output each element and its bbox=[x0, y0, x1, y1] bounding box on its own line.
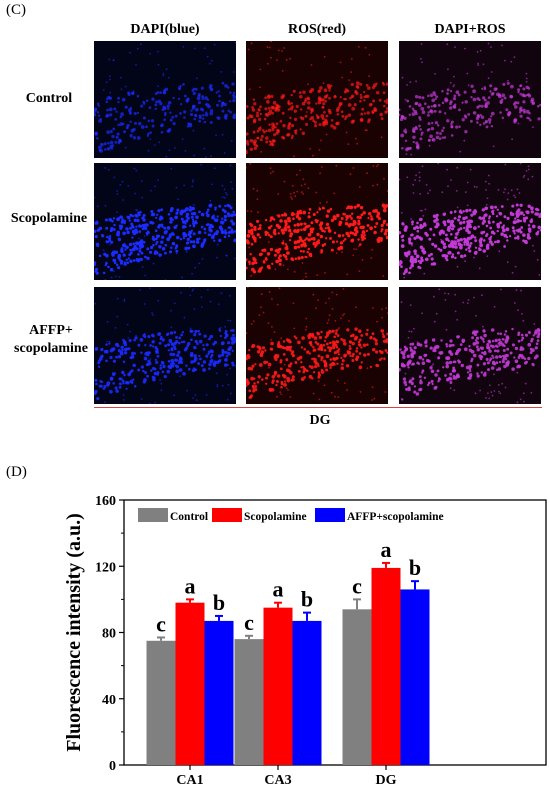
bar-scopolamine-ca1 bbox=[175, 602, 205, 765]
micrograph-3-1 bbox=[94, 287, 236, 404]
x-tick-label: DG bbox=[376, 773, 397, 788]
column-header-ros: ROS(red) bbox=[287, 22, 347, 37]
significance-letter: b bbox=[301, 587, 313, 612]
x-tick-label: CA3 bbox=[264, 773, 291, 788]
legend-label: Scopolamine bbox=[244, 511, 307, 523]
micrograph-3-2 bbox=[246, 287, 388, 404]
micrograph-3-3 bbox=[399, 287, 541, 404]
bar-control-dg bbox=[342, 609, 372, 765]
bar-affp-scopolamine-dg bbox=[400, 589, 430, 765]
legend-swatch bbox=[138, 508, 168, 522]
y-tick-label: 80 bbox=[102, 627, 116, 642]
legend-swatch bbox=[212, 508, 242, 522]
panel-d-label: (D) bbox=[6, 464, 27, 480]
micrograph-1-1 bbox=[94, 41, 236, 158]
legend-label: Control bbox=[170, 511, 208, 523]
significance-letter: b bbox=[409, 555, 421, 580]
micrograph-2-1 bbox=[94, 163, 236, 280]
micrograph-2-2 bbox=[246, 163, 388, 280]
row-label-affp-scopolamine: AFFP+ scopolamine bbox=[14, 323, 88, 356]
significance-letter: b bbox=[213, 590, 225, 615]
significance-letter: a bbox=[381, 537, 392, 562]
significance-letter: a bbox=[273, 577, 284, 602]
y-axis-label: Fluorescence intensity (a.u.) bbox=[63, 513, 85, 752]
micrograph-2-3 bbox=[399, 163, 541, 280]
x-tick-label: CA1 bbox=[176, 773, 203, 788]
region-label: DG bbox=[309, 413, 331, 428]
legend-label: AFFP+scopolamine bbox=[347, 511, 444, 523]
bar-affp-scopolamine-ca1 bbox=[204, 620, 234, 765]
significance-letter: c bbox=[244, 610, 254, 635]
row-label-scopolamine: Scopolamine bbox=[10, 211, 88, 226]
y-tick-label: 40 bbox=[102, 693, 116, 708]
y-tick-label: 120 bbox=[95, 560, 116, 575]
significance-letter: a bbox=[185, 573, 196, 598]
row-label-control: Control bbox=[25, 91, 73, 106]
panel-c-label: (C) bbox=[6, 2, 26, 18]
bar-control-ca1 bbox=[146, 640, 176, 765]
y-tick-label: 160 bbox=[95, 494, 116, 509]
micrograph-1-3 bbox=[399, 41, 541, 158]
bar-control-ca3 bbox=[234, 639, 264, 765]
column-header-merged: DAPI+ROS bbox=[434, 22, 506, 37]
bar-scopolamine-ca3 bbox=[263, 607, 293, 765]
significance-letter: c bbox=[156, 611, 166, 636]
y-tick-label: 0 bbox=[109, 759, 116, 774]
region-bracket-line bbox=[94, 407, 542, 408]
column-header-dapi: DAPI(blue) bbox=[130, 22, 200, 37]
legend-swatch bbox=[315, 508, 345, 522]
bar-affp-scopolamine-ca3 bbox=[292, 620, 322, 765]
bar-scopolamine-dg bbox=[371, 567, 401, 765]
significance-letter: c bbox=[352, 573, 362, 598]
micrograph-1-2 bbox=[246, 41, 388, 158]
